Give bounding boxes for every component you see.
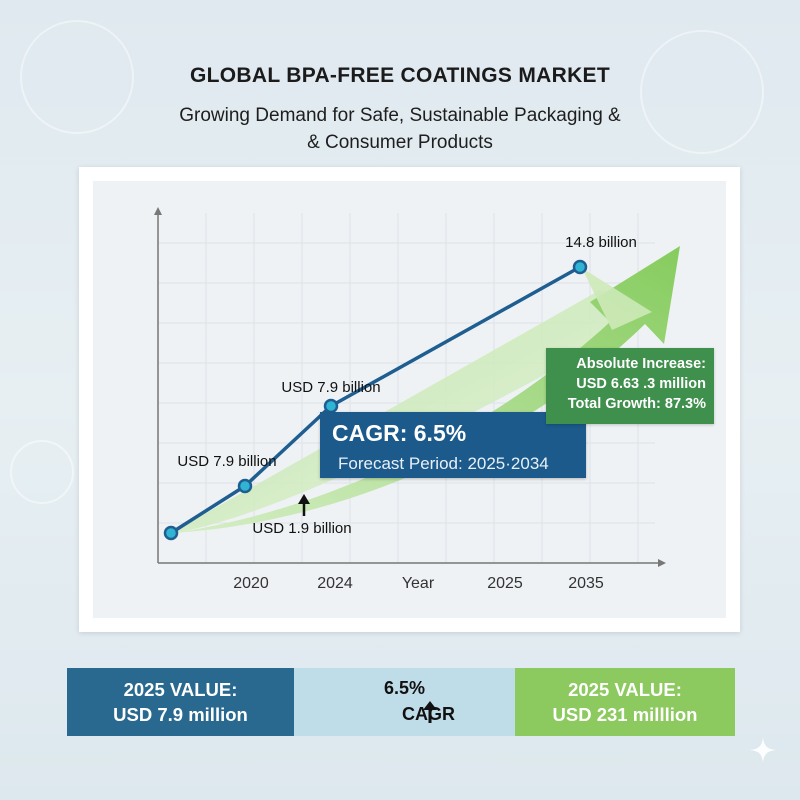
- data-point: [572, 259, 588, 275]
- summary-footer: 2025 VALUE: USD 7.9 million 6.5% CAGR 20…: [67, 668, 735, 736]
- subtitle-line: Growing Demand for Safe, Sustainable Pac…: [179, 105, 621, 126]
- data-point: [163, 525, 179, 541]
- background-decoration: [640, 30, 764, 154]
- x-tick-label: Year: [402, 575, 435, 592]
- footer-cagr-value: 6.5%: [383, 678, 426, 698]
- sparkle-icon: [750, 737, 776, 763]
- footer-right-value: 2025 VALUE: USD 231 milllion: [515, 668, 735, 736]
- forecast-period: Forecast Period: 2025·2034: [338, 454, 549, 473]
- x-axis-arrowhead: [658, 559, 666, 567]
- background-decoration: [20, 20, 134, 134]
- absolute-increase-label: Absolute Increase:: [576, 356, 706, 372]
- x-tick-label: 2020: [233, 575, 269, 592]
- data-point: [237, 478, 253, 494]
- footer-right-amount: USD 231 milllion: [552, 704, 698, 725]
- footer-left-label: 2025 VALUE:: [123, 679, 238, 700]
- page-subtitle: Growing Demand for Safe, Sustainable Pac…: [0, 102, 800, 156]
- growth-arrow-shadow: [171, 290, 658, 533]
- growth-wedge: [582, 268, 652, 330]
- data-label: 14.8 billion: [565, 234, 637, 251]
- footer-cagr: 6.5% CAGR: [294, 668, 515, 736]
- cagr-box: CAGR: 6.5% Forecast Period: 2025·2034: [320, 412, 586, 478]
- x-tick-label: 2024: [317, 575, 353, 592]
- data-label: USD 7.9 billion: [281, 379, 380, 396]
- footer-left-value: 2025 VALUE: USD 7.9 million: [67, 668, 294, 736]
- background-decoration: [10, 440, 74, 504]
- footer-cagr-label: CAGR: [402, 704, 455, 724]
- footer-left-amount: USD 7.9 million: [113, 704, 248, 725]
- cagr-title: CAGR: 6.5%: [332, 420, 467, 446]
- up-arrow-icon: [298, 494, 310, 516]
- x-tick-label: 2025: [487, 575, 523, 592]
- footer-right-label: 2025 VALUE:: [568, 679, 682, 700]
- series-line: [170, 265, 581, 535]
- data-label: USD 7.9 billion: [177, 453, 276, 470]
- absolute-increase-box: Absolute Increase: USD 6.63 .3 million T…: [546, 348, 714, 424]
- x-tick-label: 2035: [568, 575, 604, 592]
- data-point: [323, 398, 339, 414]
- up-arrow-icon: [423, 701, 437, 723]
- y-axis-arrowhead: [154, 207, 162, 215]
- absolute-increase-value: USD 6.63 .3 million: [576, 376, 706, 392]
- subtitle-line: & Consumer Products: [307, 132, 493, 153]
- total-growth: Total Growth: 87.3%: [567, 396, 706, 412]
- page-title: GLOBAL BPA-FREE COATINGS MARKET: [190, 64, 610, 87]
- annotation-label: USD 1.9 billion: [252, 520, 351, 537]
